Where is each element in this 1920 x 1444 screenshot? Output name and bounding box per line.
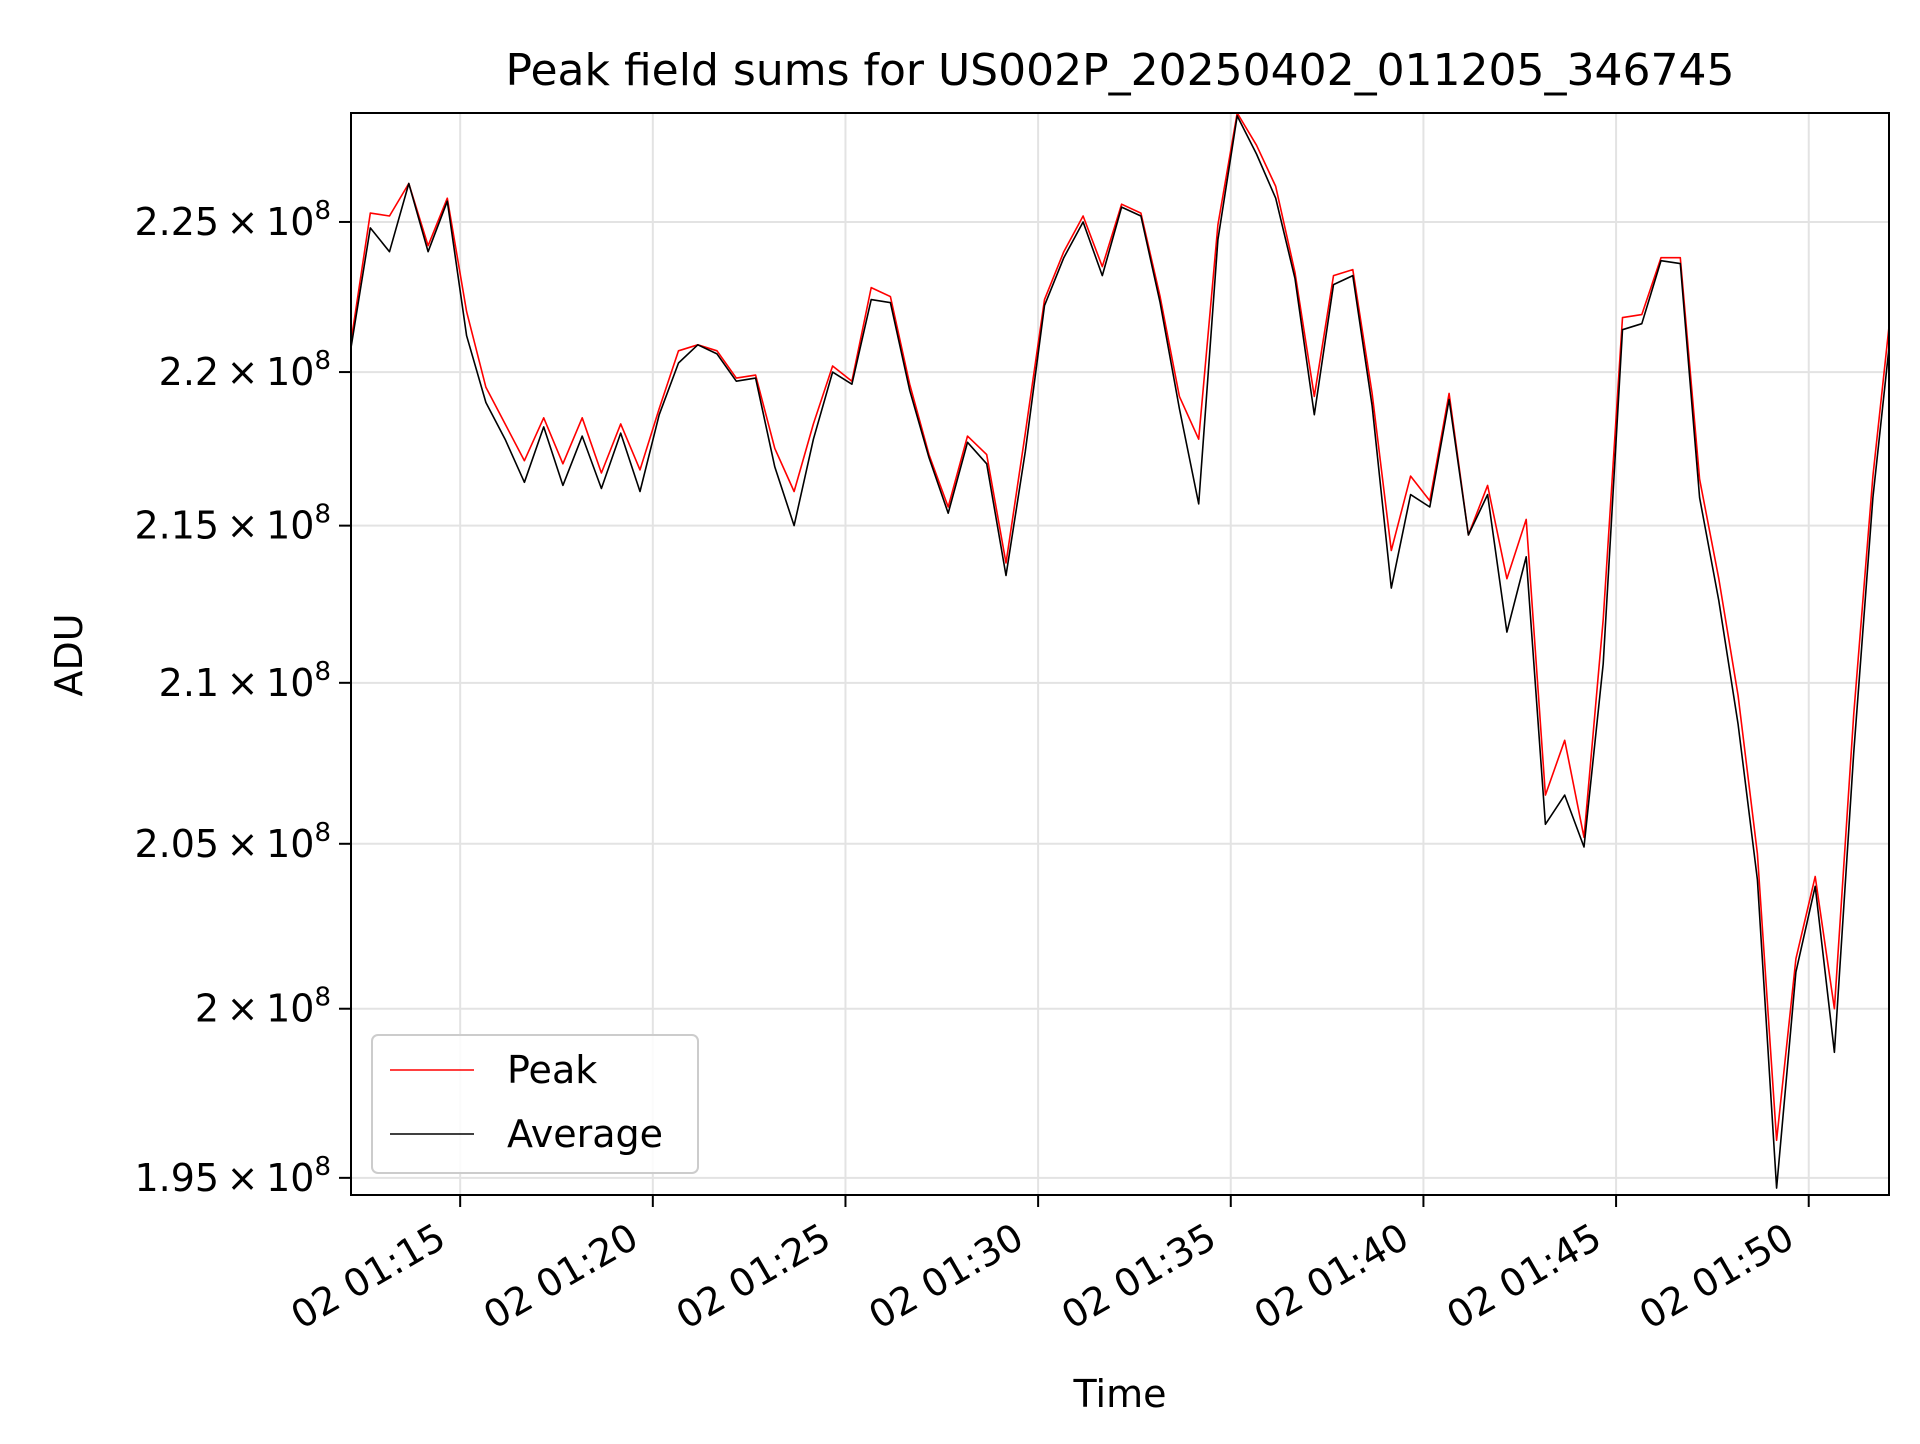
y-tick-label: 2.25 × 108	[134, 196, 331, 244]
y-tick-label: 1.95 × 108	[134, 1152, 331, 1200]
series-lines	[351, 113, 1889, 1189]
y-tick-label: 2.05 × 108	[134, 818, 331, 866]
chart-title: Peak field sums for US002P_20250402_0112…	[506, 45, 1735, 96]
legend: Peak Average	[371, 1034, 699, 1174]
y-axis-ticks: 1.95 × 108 2 × 108 2.05 × 108 2.1 × 108 2.15…	[134, 196, 351, 1200]
y-tick-label: 2.2 × 108	[159, 346, 331, 394]
plot-frame	[350, 112, 1890, 1196]
y-tick-label: 2.1 × 108	[159, 657, 331, 705]
y-axis-label: ADU	[47, 613, 91, 696]
legend-label-peak: Peak	[507, 1048, 597, 1092]
x-axis-label: Time	[1073, 1372, 1167, 1416]
grid	[351, 113, 1889, 1195]
series-line-average	[351, 115, 1889, 1189]
series-line-peak	[351, 113, 1889, 1142]
y-tick-label: 2.15 × 108	[134, 500, 331, 548]
legend-label-average: Average	[507, 1112, 663, 1156]
y-tick-label: 2 × 108	[195, 983, 331, 1031]
